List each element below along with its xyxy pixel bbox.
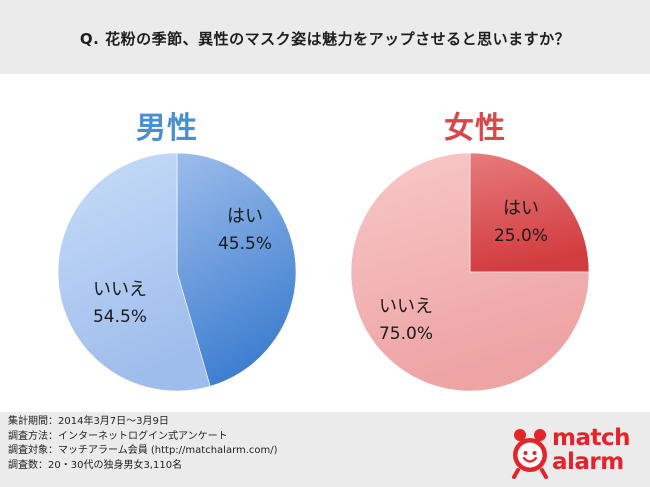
slice-percent-label: 54.5% xyxy=(93,307,147,327)
matchalarm-logo: match alarm xyxy=(508,425,638,481)
slice-category-label: はい xyxy=(227,206,263,227)
male-pie: はい 45.5% いいえ 54.5% xyxy=(57,152,297,392)
slice-category-label: いいえ xyxy=(93,279,147,300)
slice-category-label: はい xyxy=(503,198,539,219)
pie-slice-no xyxy=(350,152,590,392)
note-period: 集計期間：2014年3月7日〜3月9日 xyxy=(8,416,169,427)
survey-notes: 集計期間：2014年3月7日〜3月9日 調査方法：インターネットログイン式アンケ… xyxy=(8,415,278,473)
survey-question: Q. 花粉の季節、異性のマスク姿は魅力をアップさせると思いますか？ xyxy=(79,30,571,48)
note-method: 調査方法：インターネットログイン式アンケート xyxy=(8,430,228,442)
female-chart-title: 女性 xyxy=(444,111,506,146)
pie-slice-yes xyxy=(176,152,297,387)
pie-slice-yes xyxy=(469,152,590,273)
male-chart-title: 男性 xyxy=(136,111,198,146)
slice-percent-label: 25.0% xyxy=(494,226,548,246)
header-bar xyxy=(0,0,650,74)
note-target: 調査対象：マッチアラーム会員 (http://matchalarm.com/) xyxy=(8,445,278,456)
pie-slice-no xyxy=(57,152,211,392)
logo-word-match: match xyxy=(552,425,631,451)
slice-percent-label: 45.5% xyxy=(218,234,272,254)
female-pie: はい 25.0% いいえ 75.0% xyxy=(350,152,590,392)
alarm-clock-icon xyxy=(512,429,548,479)
logo-word-alarm: alarm xyxy=(552,449,624,475)
note-count: 調査数：20・30代の独身男女3,110名 xyxy=(8,459,183,471)
slice-percent-label: 75.0% xyxy=(379,324,433,344)
slice-category-label: いいえ xyxy=(379,296,433,317)
